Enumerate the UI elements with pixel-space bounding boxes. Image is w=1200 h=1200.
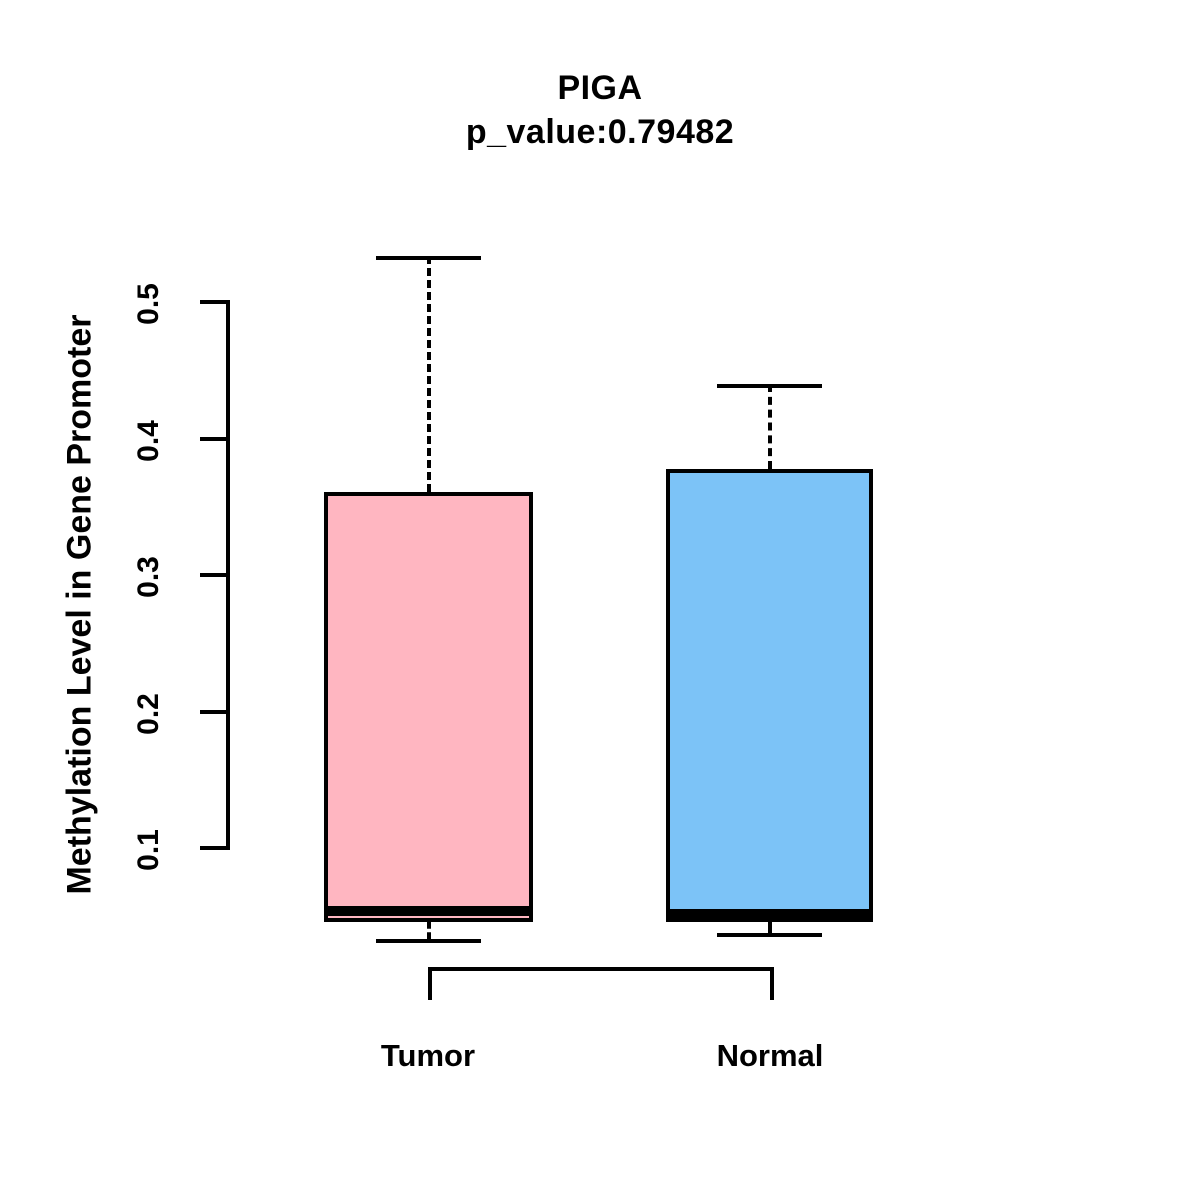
y-axis-tick-label-0.2: 0.2 bbox=[132, 693, 165, 735]
y-axis-tick-0.5 bbox=[200, 300, 230, 304]
tumor-upper-whisker-line bbox=[426, 255, 431, 492]
normal-upper-whisker-line bbox=[767, 383, 772, 469]
tumor-lower-whisker-line bbox=[426, 921, 431, 940]
x-axis-tick-normal bbox=[770, 967, 774, 1000]
y-axis-tick-label-0.3: 0.3 bbox=[132, 556, 165, 598]
tumor-median-line bbox=[324, 905, 533, 916]
tumor-lower-whisker-cap bbox=[376, 939, 481, 944]
x-axis-line bbox=[428, 967, 774, 971]
y-axis-tick-0.3 bbox=[200, 573, 230, 577]
page-title: PIGA bbox=[557, 69, 643, 107]
x-axis-tick-label-normal: Normal bbox=[716, 1038, 824, 1073]
tumor-box[interactable] bbox=[324, 491, 533, 922]
y-axis-tick-0.1 bbox=[200, 846, 230, 850]
chart-title-block: PIGA p_value:0.79482 bbox=[0, 66, 1200, 154]
y-axis-tick-label-0.1: 0.1 bbox=[132, 829, 165, 871]
x-axis-tick-label-tumor: Tumor bbox=[380, 1038, 476, 1073]
normal-median-line bbox=[666, 908, 873, 919]
y-axis-tick-0.2 bbox=[200, 710, 230, 714]
y-axis-tick-0.4 bbox=[200, 437, 230, 441]
chart-subtitle-pvalue: p_value:0.79482 bbox=[465, 113, 735, 151]
normal-lower-whisker-cap bbox=[717, 932, 822, 937]
y-axis-title: Methylation Level in Gene Promoter bbox=[60, 314, 99, 895]
x-axis-tick-tumor bbox=[428, 967, 432, 1000]
normal-lower-whisker-line bbox=[767, 921, 772, 933]
y-axis-tick-label-0.4: 0.4 bbox=[132, 420, 165, 462]
normal-box[interactable] bbox=[666, 468, 873, 922]
y-axis-tick-label-0.5: 0.5 bbox=[132, 283, 165, 325]
